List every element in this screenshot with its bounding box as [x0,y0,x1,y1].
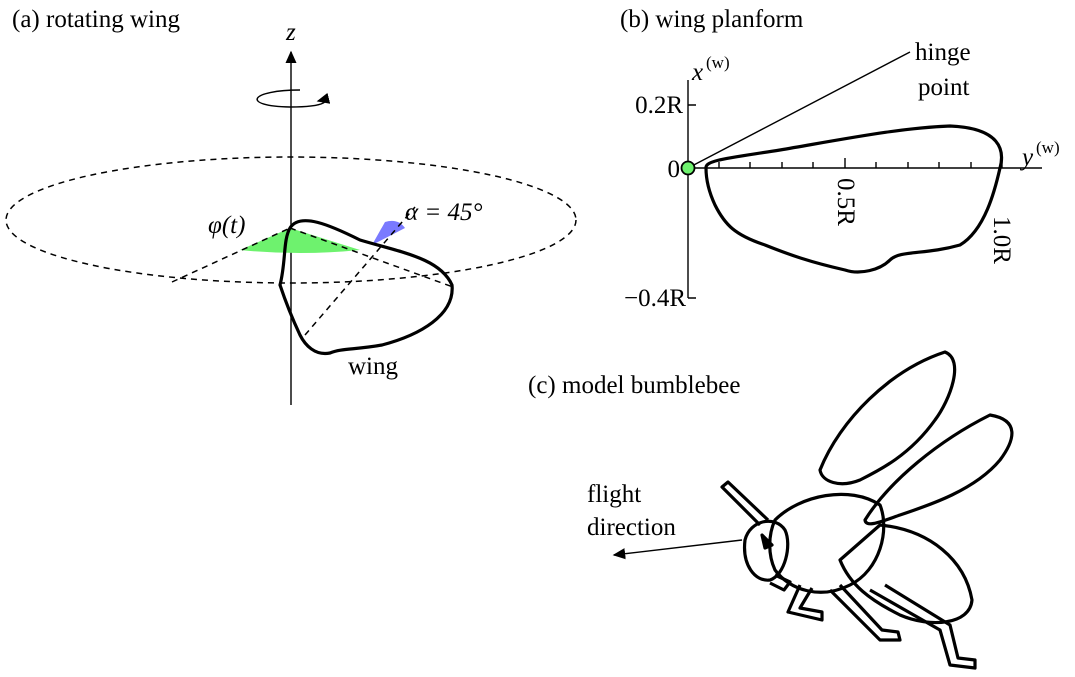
angle-label: φ(t) [208,212,245,239]
axis-superscript: (w) [1036,138,1060,157]
panel-label: (c) model bumblebee [528,372,740,399]
arrow-label: direction [587,514,676,541]
arrow-label: flight [587,481,641,508]
tick-label: 0 [668,156,681,183]
bumblebee-part [745,521,788,580]
axis-superscript: (w) [706,53,730,72]
axis-label: z [285,19,296,46]
tick-label: 0.2R [635,92,683,119]
panel-b: (b) wing planform hinge point x (w) y (w… [620,6,1060,312]
bumblebee-part [865,415,1012,524]
tick-label: −0.4R [624,285,686,312]
wing-label: wing [348,353,399,380]
pitch-axis [305,207,415,335]
tick-label: 0.5R [832,178,859,226]
bumblebee-part [722,482,768,525]
hinge-label: hinge [915,39,971,66]
bumblebee [722,352,1012,668]
bumblebee-part [820,352,955,484]
panel-c: (c) model bumblebee flight direction [528,352,1012,668]
hinge-point [682,162,695,175]
panel-a: (a) rotating wing z φ(t) α = 45° wing [6,6,576,405]
panel-label: (a) rotating wing [12,6,181,33]
panel-label: (b) wing planform [620,6,804,33]
flight-arrow [614,540,742,555]
axis-label: x [691,59,703,86]
axis-label: y [1019,144,1034,171]
hinge-label: point [918,74,969,101]
figure: (a) rotating wing z φ(t) α = 45° wing (b… [0,0,1075,677]
bumblebee-part [870,585,975,668]
angle-label: α = 45° [405,199,483,226]
tick-label: 1.0R [988,216,1015,264]
